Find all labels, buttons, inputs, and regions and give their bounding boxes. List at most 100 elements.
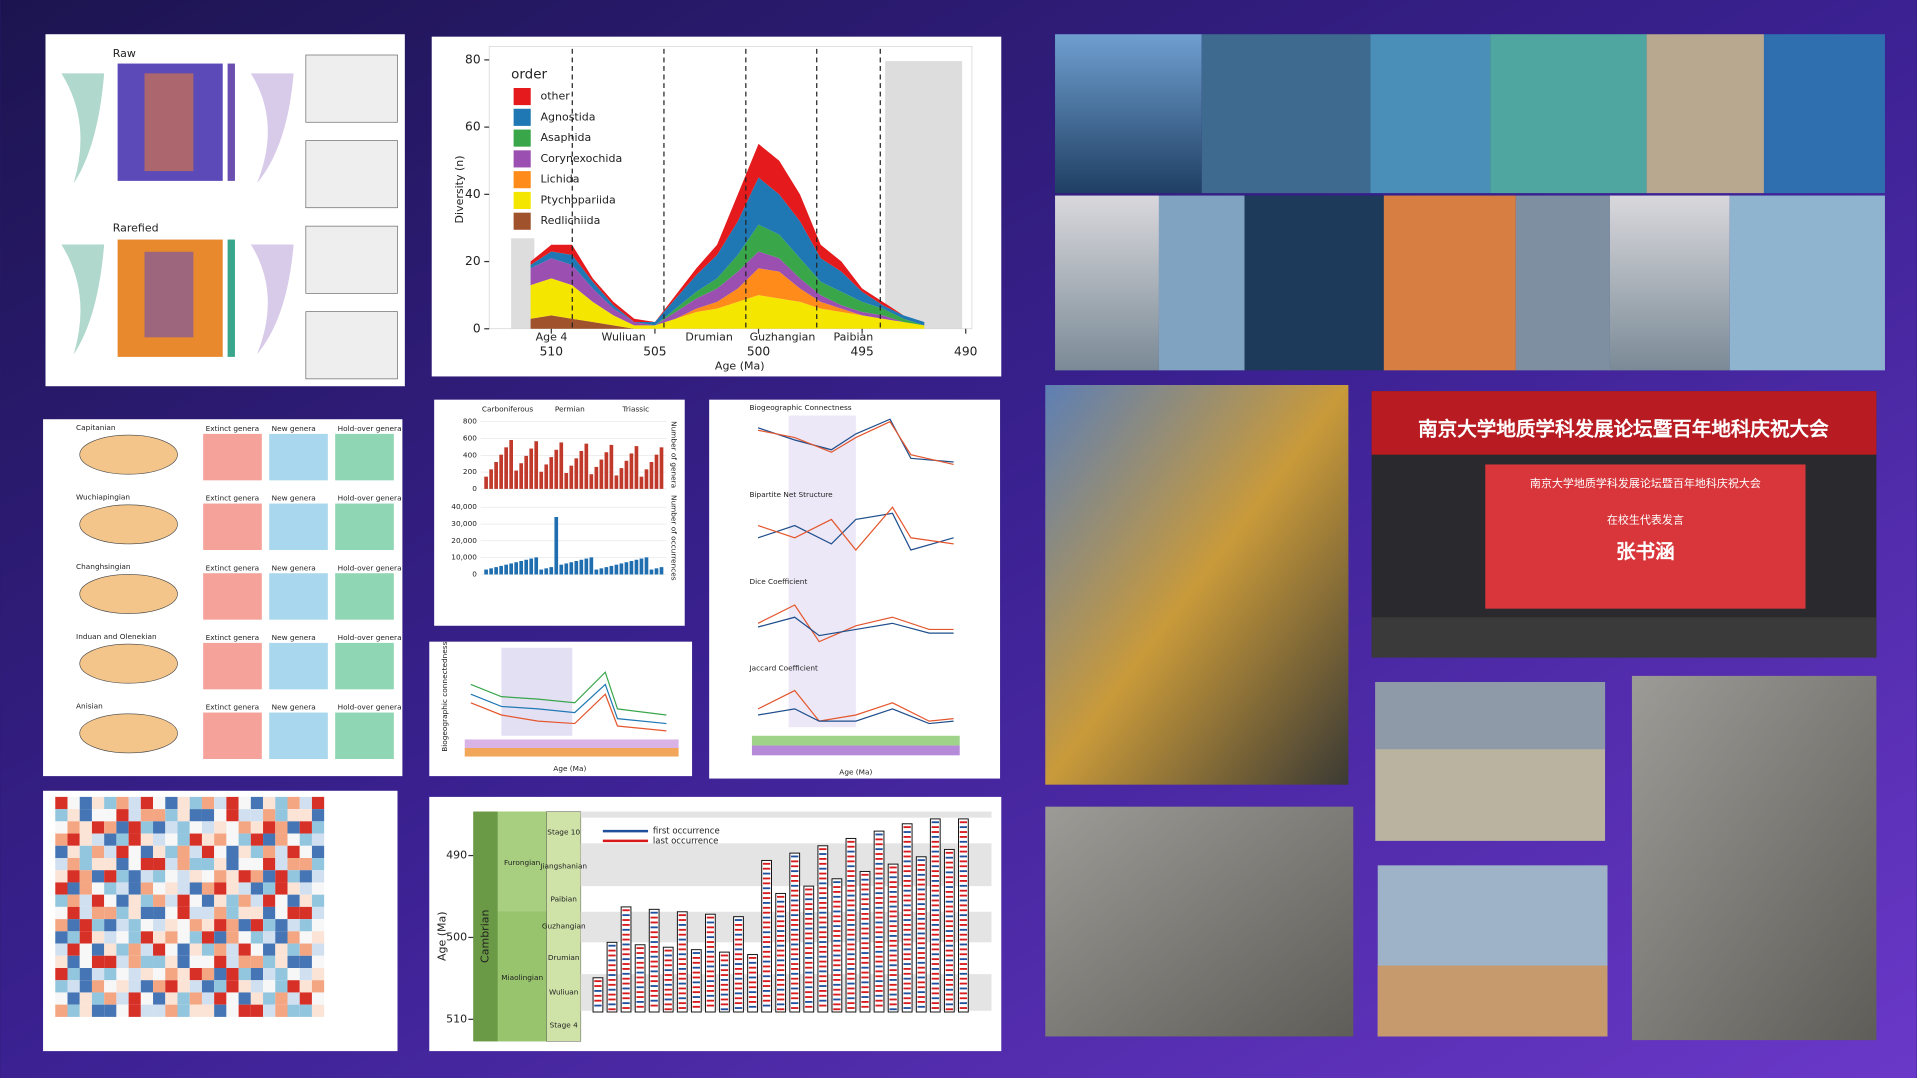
- range-tick: [791, 997, 799, 1000]
- heat-cell: [287, 796, 300, 810]
- bar-shape: [564, 473, 569, 489]
- heat-cell: [189, 845, 202, 858]
- heat-cell: [165, 992, 178, 1005]
- range-tick: [678, 963, 686, 965]
- heat-cell: [263, 858, 276, 871]
- heat-cell: [250, 894, 264, 907]
- range-tick: [622, 958, 630, 961]
- range-tick: [748, 961, 757, 964]
- correlation-panel: [43, 790, 398, 1052]
- heat-cell: [311, 968, 325, 981]
- heat-cell: [55, 906, 68, 920]
- heat-cell: [116, 796, 129, 810]
- range-tick: [945, 881, 953, 884]
- heat-cell: [275, 931, 288, 944]
- range-tick: [622, 938, 630, 941]
- range-tick: [945, 871, 953, 874]
- range-tick: [833, 959, 841, 962]
- bar-shape: [629, 561, 634, 575]
- heat-cell: [189, 955, 202, 968]
- range-tick: [622, 963, 630, 965]
- range-tick: [805, 1005, 813, 1008]
- bar-shape: [489, 568, 493, 575]
- range-tick: [903, 855, 911, 858]
- range-tick: [931, 958, 939, 961]
- range-tick: [889, 905, 897, 908]
- range-tick: [819, 877, 827, 880]
- range-tick: [734, 968, 743, 970]
- range-tick: [622, 953, 630, 956]
- heat-cell: [226, 968, 239, 981]
- range-tick: [819, 970, 827, 973]
- range-tick: [608, 988, 616, 991]
- bar-shape: [499, 454, 503, 489]
- stage-label: Guzhangian: [750, 330, 816, 343]
- range-tick: [889, 891, 897, 893]
- range-tick: [889, 964, 897, 967]
- heat-cell: [214, 919, 227, 932]
- heat-cell: [140, 943, 154, 956]
- range-tick: [706, 965, 715, 968]
- heat-cell: [153, 833, 166, 846]
- heat-cell: [165, 968, 178, 981]
- heat-cell: [128, 882, 141, 895]
- range-tick: [847, 977, 855, 980]
- period-label: Wuchiapingian: [76, 492, 130, 501]
- heat-cell: [250, 845, 264, 858]
- range-tick: [791, 860, 799, 863]
- range-tick: [762, 985, 771, 987]
- facet: [335, 503, 394, 550]
- range-tick: [622, 914, 630, 917]
- heat-cell: [189, 919, 202, 932]
- area: [530, 177, 925, 326]
- range-tick: [678, 924, 686, 926]
- range-tick: [805, 922, 813, 925]
- range-tick: [664, 969, 672, 972]
- range-tick: [805, 981, 813, 984]
- range-tick: [762, 941, 771, 943]
- heat-cell: [201, 882, 215, 895]
- range-tick: [959, 987, 968, 990]
- range-tick: [805, 991, 813, 994]
- range-tick: [847, 968, 855, 970]
- range-tick: [706, 941, 715, 943]
- range-tick: [959, 972, 968, 975]
- bar-shape: [519, 561, 524, 575]
- range-tick: [734, 972, 743, 975]
- heat-cell: [250, 968, 264, 981]
- bar-shape: [529, 448, 534, 489]
- stage-label: Paibian: [550, 895, 577, 904]
- range-tick: [762, 882, 771, 885]
- range-bar: [859, 870, 871, 1013]
- range-tick: [805, 996, 813, 998]
- heat-cell: [299, 858, 312, 871]
- range-tick: [889, 910, 897, 913]
- heat-cell: [275, 980, 288, 993]
- heat-cell: [140, 796, 154, 810]
- heat-cell: [104, 968, 117, 981]
- range-tick: [664, 949, 672, 952]
- range-tick: [875, 853, 883, 855]
- heat-cell: [201, 980, 215, 993]
- range-tick: [903, 889, 911, 892]
- heat-cell: [287, 833, 300, 846]
- range-tick: [819, 926, 827, 929]
- range-tick: [903, 870, 911, 873]
- range-tick: [889, 969, 897, 972]
- range-tick: [959, 821, 968, 824]
- range-tick: [734, 943, 743, 946]
- panel-title: Jaccard Coefficient: [749, 664, 818, 673]
- range-tick: [861, 898, 869, 901]
- range-tick: [889, 935, 897, 937]
- heat-cell: [226, 882, 239, 895]
- heat-cell: [275, 796, 288, 810]
- legend-swatch: [513, 191, 531, 209]
- range-tick: [861, 996, 869, 998]
- range-tick: [903, 850, 911, 853]
- heat-cell: [165, 809, 178, 822]
- range-tick: [959, 904, 968, 907]
- range-tick: [917, 937, 925, 940]
- range-tick: [861, 913, 869, 915]
- range-tick: [762, 955, 771, 958]
- range-tick: [875, 862, 883, 865]
